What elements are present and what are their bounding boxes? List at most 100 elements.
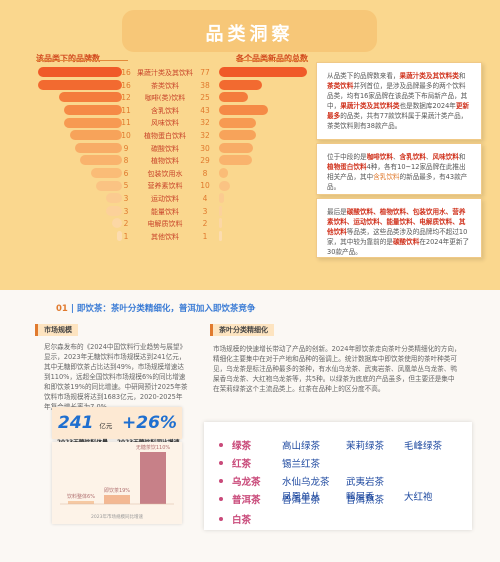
category-row: 5 营养素饮料 10 [0, 179, 310, 192]
tea-bullet [219, 443, 223, 447]
brand-count-bar [64, 105, 122, 116]
category-row: 12 咖啡(类)饮料 25 [0, 91, 310, 104]
note-text: 果蔬汁类及其饮料类 [340, 102, 400, 110]
new-product-bar [219, 67, 307, 78]
brand-count-value: 1 [123, 231, 129, 241]
category-label: 运动饮料 [151, 194, 179, 203]
brand-count-value: 2 [123, 219, 129, 229]
note-text: 植物蛋白饮料 [327, 163, 367, 171]
note-text: 风味饮料 [432, 153, 459, 161]
tea-bullet [219, 497, 223, 501]
tea-kind: 红茶 [232, 459, 252, 470]
category-row: 11 含乳饮料 43 [0, 104, 310, 117]
note-text: 等品类，这些品类涉及的品牌均不超过10家，其中较为靠前的是 [327, 228, 468, 246]
growth-bar-label: 无糖茶饮110% [136, 444, 171, 451]
note-text: 和 [458, 72, 466, 80]
brand-count-bar [106, 205, 122, 216]
new-product-bar [219, 218, 222, 229]
category-label: 含乳饮料 [151, 106, 179, 115]
new-product-bar [219, 155, 253, 166]
new-product-bar [219, 79, 263, 90]
section-number: 01 [56, 304, 68, 314]
left-heading-underline [36, 60, 128, 61]
market-size-label: 市场规模 [35, 324, 78, 336]
left-column-heading: 该品类下的品牌数 [36, 54, 100, 63]
new-product-value: 43 [200, 105, 210, 115]
growth-bar-label: 饮料整体6% [67, 493, 95, 500]
new-product-value: 1 [202, 231, 208, 241]
category-row: 8 植物饮料 29 [0, 154, 310, 167]
new-product-bar [219, 193, 224, 204]
title-banner: 品类洞察 [122, 10, 377, 52]
brand-count-bar [38, 79, 122, 90]
brand-count-bar [69, 130, 122, 141]
category-label: 电解质饮料 [147, 220, 183, 229]
stat-volume-value: 241 [58, 413, 94, 433]
tea-kind: 普洱茶 [232, 495, 261, 506]
tea-kind: 绿茶 [232, 441, 252, 452]
category-label: 植物蛋白饮料 [144, 131, 186, 140]
new-product-bar [219, 142, 254, 153]
category-row: 16 果蔬汁类及其饮料 77 [0, 66, 310, 79]
note-text: 碳酸饮料、植物饮料、包装饮用水、营养素饮料、运动饮料、能量饮料、电解质饮料、其他… [327, 208, 466, 236]
tea-variety: 高山绿茶 [282, 441, 321, 452]
note-text: 并列首位，是涉及品牌最多的两个饮料品类，均有16家品牌在该品类下布局新产品，其中… [327, 82, 468, 110]
tea-bullet [219, 461, 223, 465]
new-product-value: 4 [202, 193, 208, 203]
category-label: 植物饮料 [151, 157, 179, 166]
brand-count-value: 3 [123, 206, 129, 216]
category-row: 10 植物蛋白饮料 32 [0, 129, 310, 142]
brand-count-value: 8 [123, 156, 129, 166]
page-title: 品类洞察 [205, 24, 294, 45]
brand-count-value: 5 [123, 181, 129, 191]
note-text: 和 [458, 153, 466, 161]
new-product-value: 77 [200, 68, 210, 77]
tea-variety: 普洱生茶 [282, 495, 321, 506]
brand-count-bar [59, 92, 122, 103]
note-text: 茶类饮料 [327, 82, 354, 90]
brand-count-value: 16 [121, 80, 131, 90]
category-label: 营养素饮料 [147, 182, 183, 191]
stats-card [52, 407, 182, 439]
note-text: 含乳饮料 [373, 173, 400, 181]
category-label: 咖啡(类)饮料 [144, 94, 186, 103]
category-row: 2 电解质饮料 2 [0, 217, 310, 230]
new-product-bar [219, 205, 223, 216]
note-text: 位于中段的是 [327, 153, 367, 161]
stat-volume-unit: 亿元 [99, 422, 113, 430]
brand-count-bar [111, 218, 122, 229]
brand-count-bar [90, 168, 122, 179]
brand-count-value: 9 [123, 143, 129, 153]
tea-variety: 凤凰单丛 [282, 492, 321, 503]
category-label: 碳酸饮料 [151, 144, 179, 153]
tea-variety: 毛峰绿茶 [404, 441, 443, 452]
tea-variety: 大红袍 [404, 492, 433, 503]
insight-note-top: 从品类下的品牌数来看，果蔬汁类及其饮料类和茶类饮料并列首位，是涉及品牌最多的两个… [316, 62, 482, 140]
category-label: 果蔬汁类及其饮料 [137, 69, 193, 77]
note-text: 碳酸饮料 [392, 238, 420, 246]
brand-count-bar [80, 155, 122, 166]
market-size-text: 尼尔森发布的《2024中国饮料行业趋势与展望》显示，2023年无糖饮料市场规模达… [44, 343, 188, 411]
new-product-bar [219, 168, 229, 179]
brand-count-value: 6 [123, 168, 129, 178]
category-row: 11 风味饮料 32 [0, 116, 310, 129]
note-text: 、 [392, 153, 400, 161]
category-label: 其他饮料 [151, 232, 179, 241]
tea-varieties-card [204, 422, 472, 530]
new-product-value: 32 [200, 118, 210, 128]
new-product-value: 10 [200, 181, 210, 191]
new-product-value: 32 [200, 130, 210, 140]
new-product-value: 38 [200, 80, 210, 90]
section-title: 即饮茶：茶叶分类精细化，普洱加入即饮茶竞争 [76, 304, 256, 314]
new-product-bar [219, 231, 222, 242]
tea-bullet [219, 517, 223, 521]
new-product-value: 2 [202, 219, 208, 229]
brand-count-bar [38, 67, 122, 78]
new-product-value: 3 [202, 206, 208, 216]
note-text: 咖啡饮料 [366, 153, 393, 161]
brand-count-bar [74, 142, 122, 153]
category-row: 16 茶类饮料 38 [0, 79, 310, 92]
new-product-bar [219, 105, 269, 116]
brand-count-value: 11 [121, 118, 131, 128]
right-column-heading: 各个品类新品的总数 [236, 54, 308, 63]
